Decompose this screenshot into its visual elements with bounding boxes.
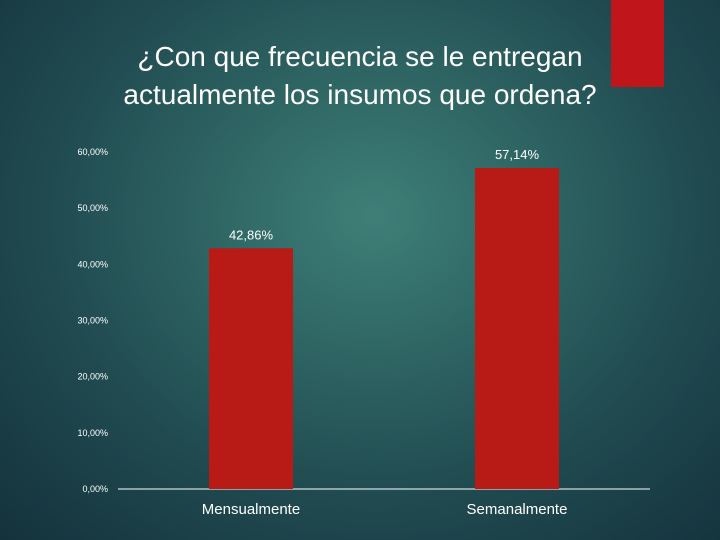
bar bbox=[475, 168, 559, 489]
x-category-label: Semanalmente bbox=[467, 501, 568, 518]
y-tick-label: 20,00% bbox=[77, 372, 108, 382]
x-category-label: Mensualmente bbox=[202, 501, 300, 518]
corner-accent-block bbox=[611, 0, 664, 87]
chart-title-line-1: ¿Con que frecuencia se le entregan bbox=[137, 41, 583, 72]
bar bbox=[209, 248, 293, 489]
y-tick-label: 50,00% bbox=[77, 203, 108, 213]
chart-title-line-2: actualmente los insumos que ordena? bbox=[123, 79, 597, 110]
y-tick-label: 0,00% bbox=[82, 484, 108, 494]
y-tick-label: 30,00% bbox=[77, 316, 108, 326]
data-label: 42,86% bbox=[229, 227, 274, 242]
chart-title: ¿Con que frecuencia se le entregan actua… bbox=[60, 38, 660, 114]
y-tick-label: 10,00% bbox=[77, 428, 108, 438]
y-tick-label: 40,00% bbox=[77, 259, 108, 269]
data-label: 57,14% bbox=[495, 147, 540, 162]
y-tick-label: 60,00% bbox=[77, 147, 108, 157]
